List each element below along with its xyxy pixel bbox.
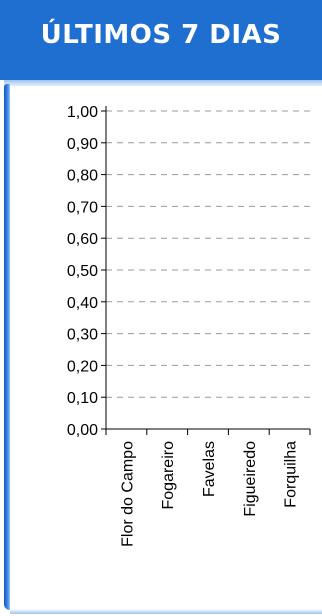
chart-panel (4, 80, 322, 614)
y-tick-label: 0,10 (67, 390, 98, 407)
y-tick-label: 0,80 (67, 168, 98, 185)
y-tick-label: 0,50 (67, 263, 98, 280)
x-category-label: Figueiredo (242, 441, 259, 517)
x-category-label: Fogareiro (160, 441, 177, 510)
y-tick-label: 0,30 (67, 327, 98, 344)
panel-left-border (4, 84, 10, 610)
y-tick-label: 0,70 (67, 199, 98, 216)
panel-top-shadow (4, 80, 322, 86)
y-tick-label: 0,90 (67, 136, 98, 153)
x-category-label: Favelas (201, 441, 218, 497)
y-tick-label: 1,00 (67, 104, 98, 121)
y-tick-label: 0,20 (67, 358, 98, 375)
y-tick-label: 0,40 (67, 295, 98, 312)
header-bar: ÚLTIMOS 7 DIAS (0, 0, 322, 80)
y-tick-label: 0,60 (67, 231, 98, 248)
header-title: ÚLTIMOS 7 DIAS (40, 20, 282, 50)
x-category-label: Flor do Campo (119, 441, 136, 547)
panel-bottom-shadow (10, 609, 322, 614)
x-category-label: Forquilha (283, 441, 300, 508)
y-tick-label: 0,00 (67, 422, 98, 439)
